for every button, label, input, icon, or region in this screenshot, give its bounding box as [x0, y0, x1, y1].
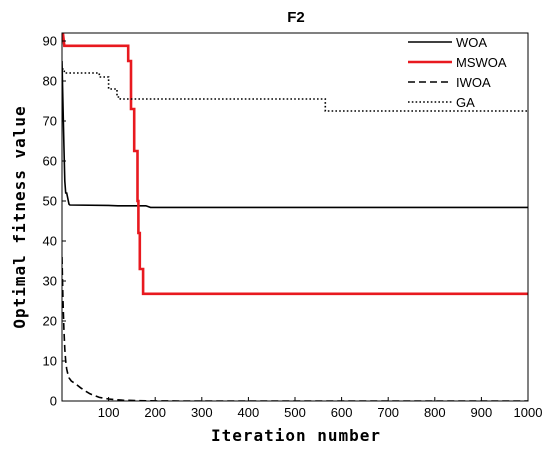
y-tick-label: 80 — [43, 74, 57, 89]
legend: WOA MSWOA IWOA GA — [408, 35, 507, 110]
y-tick-label: 30 — [43, 274, 57, 289]
y-tick-label: 60 — [43, 154, 57, 169]
x-tick-label: 100 — [98, 405, 120, 420]
x-tick-label: 600 — [331, 405, 353, 420]
y-tick-label: 10 — [43, 354, 57, 369]
chart-title: F2 — [287, 9, 305, 26]
x-tick-label: 800 — [424, 405, 446, 420]
x-tick-label: 300 — [191, 405, 213, 420]
x-tick-label: 900 — [471, 405, 493, 420]
y-tick-label: 0 — [50, 394, 57, 409]
x-axis-label: Iteration number — [211, 426, 381, 445]
x-tick-label: 200 — [144, 405, 166, 420]
y-tick-label: 50 — [43, 194, 57, 209]
series-line-iwoa — [62, 256, 528, 401]
x-tick-label: 500 — [284, 405, 306, 420]
legend-label-mswoa: MSWOA — [456, 55, 507, 70]
y-tick-label: 20 — [43, 314, 57, 329]
y-axis-label: Optimal fitness value — [10, 105, 29, 328]
x-tick-label: 1000 — [514, 405, 543, 420]
y-tick-label: 40 — [43, 234, 57, 249]
legend-label-iwoa: IWOA — [456, 75, 491, 90]
x-tick-label: 700 — [377, 405, 399, 420]
legend-label-woa: WOA — [456, 35, 487, 50]
y-tick-label: 90 — [43, 34, 57, 49]
x-tick-label: 400 — [238, 405, 260, 420]
axis-ticks: 100 200 300 400 500 600 700 800 900 1000 0 10 20 30 40… — [43, 34, 543, 421]
series-line-mswoa — [62, 33, 528, 296]
legend-label-ga: GA — [456, 95, 475, 110]
series-line-ga — [62, 68, 528, 112]
series-line-woa — [62, 60, 528, 209]
y-tick-label: 70 — [43, 114, 57, 129]
